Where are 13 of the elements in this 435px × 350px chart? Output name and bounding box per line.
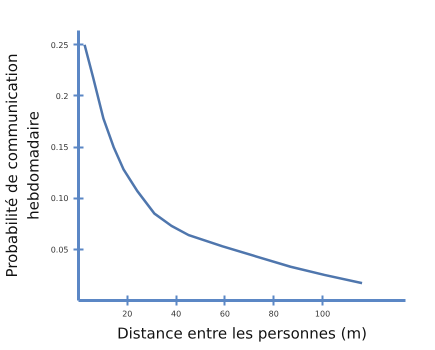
x-axis-title: Distance entre les personnes (m) (117, 324, 367, 342)
x-tick-label: 40 (171, 310, 182, 318)
y-tick-label: 0.2 (56, 92, 69, 101)
x-tick-label: 60 (220, 310, 230, 318)
line-series (83, 44, 364, 284)
y-tick-label: 0.05 (50, 245, 68, 254)
x-tick-label: 20 (122, 310, 132, 318)
y-tick-label: 0.25 (50, 40, 68, 50)
y-tick-label: 0.10 (50, 194, 68, 204)
y-axis-title: Probabilité de communication hebdomadaire (3, 54, 43, 278)
y-tick-label: 0.15 (50, 143, 68, 152)
x-tick-label: 80 (268, 310, 279, 318)
x-tick-label: 100 (314, 310, 330, 318)
